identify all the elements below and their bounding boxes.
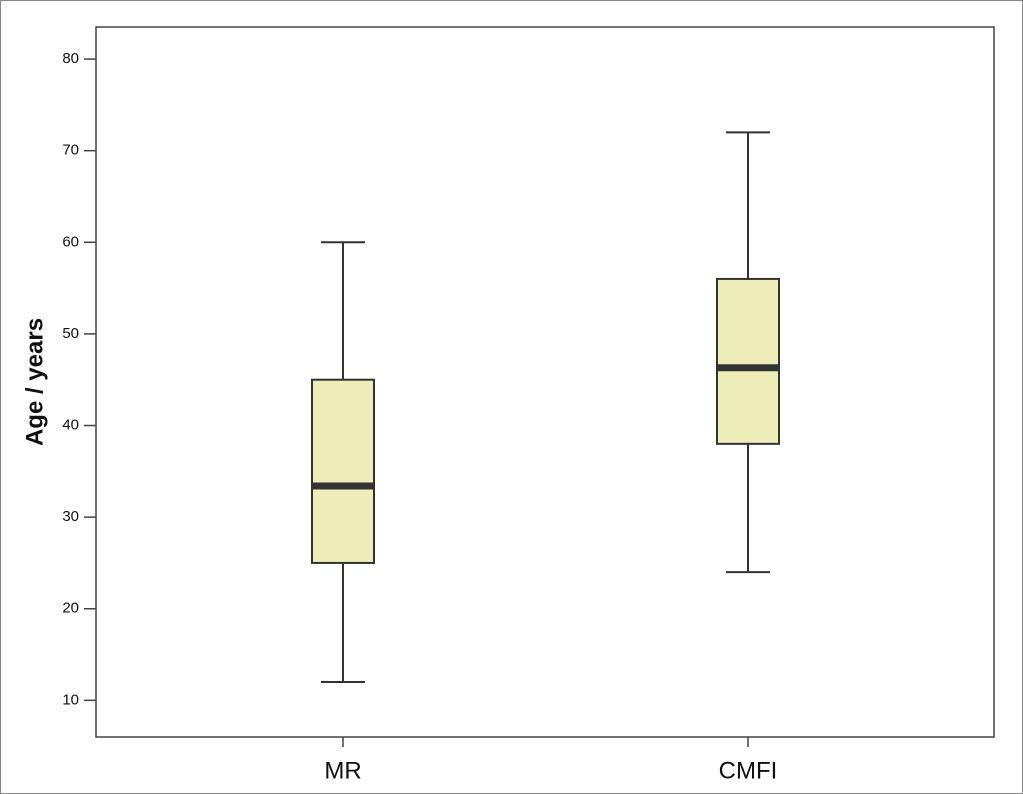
y-tick-label: 10 [62,691,79,708]
y-tick-label: 40 [62,416,79,433]
y-axis-label: Age / years [21,318,48,446]
x-tick-label: MR [324,757,361,784]
x-tick-label: CMFI [719,757,778,784]
box [716,277,780,445]
y-tick-label: 60 [62,233,79,250]
y-tick-label: 20 [62,600,79,617]
y-tick-label: 80 [62,50,79,67]
box [311,378,375,564]
y-tick-label: 70 [62,142,79,159]
y-tick-label: 30 [62,508,79,525]
plot-frame [95,26,995,738]
y-tick-label: 50 [62,325,79,342]
